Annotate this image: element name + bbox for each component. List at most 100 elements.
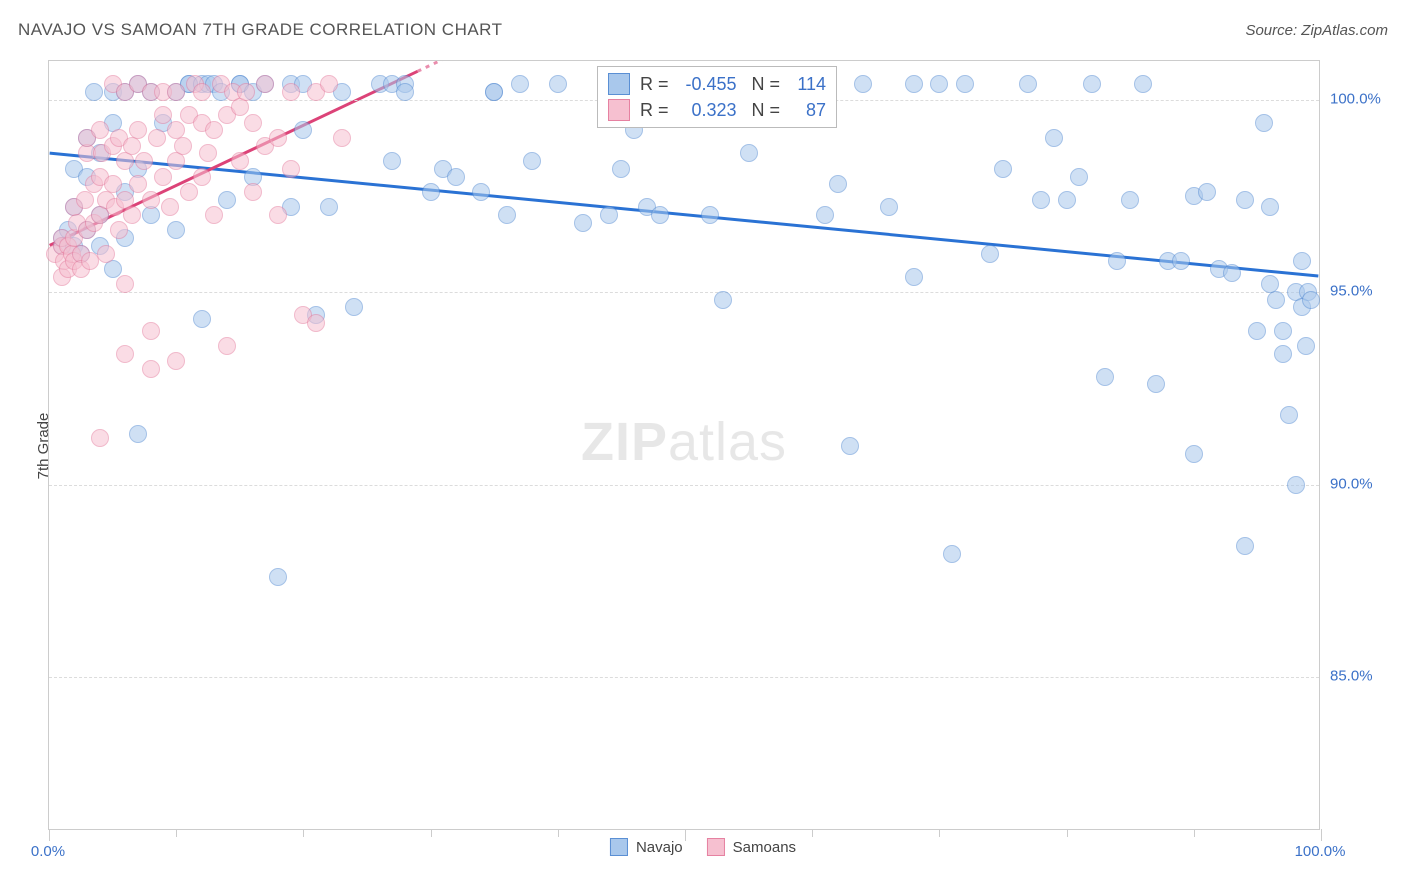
data-point bbox=[956, 75, 974, 93]
data-point bbox=[142, 191, 160, 209]
data-point bbox=[307, 314, 325, 332]
data-point bbox=[320, 198, 338, 216]
legend-item: Navajo bbox=[610, 838, 683, 856]
data-point bbox=[498, 206, 516, 224]
legend-item: Samoans bbox=[707, 838, 796, 856]
regression-lines bbox=[49, 61, 1319, 829]
data-point bbox=[1083, 75, 1101, 93]
data-point bbox=[123, 137, 141, 155]
data-point bbox=[1255, 114, 1273, 132]
data-point bbox=[154, 106, 172, 124]
stats-row: R =0.323 N =87 bbox=[608, 97, 826, 123]
data-point bbox=[854, 75, 872, 93]
n-label: N = bbox=[747, 74, 781, 95]
x-tick-label: 100.0% bbox=[1295, 843, 1346, 860]
data-point bbox=[154, 168, 172, 186]
data-point bbox=[167, 352, 185, 370]
data-point bbox=[269, 568, 287, 586]
data-point bbox=[1261, 198, 1279, 216]
x-tick bbox=[812, 829, 813, 837]
n-value: 87 bbox=[790, 100, 826, 121]
data-point bbox=[320, 75, 338, 93]
data-point bbox=[110, 221, 128, 239]
data-point bbox=[167, 83, 185, 101]
plot-area: ZIPatlas R =-0.455 N =114R =0.323 N =87 bbox=[48, 60, 1320, 830]
data-point bbox=[142, 322, 160, 340]
data-point bbox=[193, 168, 211, 186]
data-point bbox=[816, 206, 834, 224]
y-tick-label: 100.0% bbox=[1330, 90, 1381, 107]
gridline bbox=[49, 485, 1319, 486]
chart-title: NAVAJO VS SAMOAN 7TH GRADE CORRELATION C… bbox=[18, 20, 503, 40]
data-point bbox=[161, 198, 179, 216]
data-point bbox=[841, 437, 859, 455]
data-point bbox=[1134, 75, 1152, 93]
stats-box: R =-0.455 N =114R =0.323 N =87 bbox=[597, 66, 837, 128]
data-point bbox=[180, 183, 198, 201]
gridline bbox=[49, 677, 1319, 678]
data-point bbox=[1198, 183, 1216, 201]
watermark-zip: ZIP bbox=[581, 412, 668, 472]
data-point bbox=[1121, 191, 1139, 209]
data-point bbox=[1058, 191, 1076, 209]
source-label: Source: ZipAtlas.com bbox=[1245, 22, 1388, 39]
data-point bbox=[905, 75, 923, 93]
data-point bbox=[829, 175, 847, 193]
data-point bbox=[701, 206, 719, 224]
data-point bbox=[600, 206, 618, 224]
data-point bbox=[1108, 252, 1126, 270]
data-point bbox=[714, 291, 732, 309]
legend-label: Samoans bbox=[733, 839, 796, 856]
data-point bbox=[574, 214, 592, 232]
data-point bbox=[1297, 337, 1315, 355]
data-point bbox=[85, 83, 103, 101]
data-point bbox=[422, 183, 440, 201]
data-point bbox=[231, 152, 249, 170]
data-point bbox=[333, 129, 351, 147]
data-point bbox=[485, 83, 503, 101]
data-point bbox=[994, 160, 1012, 178]
data-point bbox=[1019, 75, 1037, 93]
data-point bbox=[167, 221, 185, 239]
data-point bbox=[612, 160, 630, 178]
data-point bbox=[129, 121, 147, 139]
data-point bbox=[193, 83, 211, 101]
n-value: 114 bbox=[790, 74, 826, 95]
data-point bbox=[231, 98, 249, 116]
data-point bbox=[1147, 375, 1165, 393]
data-point bbox=[97, 245, 115, 263]
data-point bbox=[1274, 322, 1292, 340]
legend: Navajo Samoans bbox=[610, 838, 796, 856]
data-point bbox=[905, 268, 923, 286]
data-point bbox=[880, 198, 898, 216]
data-point bbox=[91, 429, 109, 447]
data-point bbox=[116, 345, 134, 363]
data-point bbox=[1172, 252, 1190, 270]
x-tick bbox=[49, 829, 50, 841]
data-point bbox=[129, 175, 147, 193]
data-point bbox=[116, 152, 134, 170]
data-point bbox=[205, 121, 223, 139]
data-point bbox=[282, 83, 300, 101]
data-point bbox=[1280, 406, 1298, 424]
data-point bbox=[523, 152, 541, 170]
y-tick-label: 95.0% bbox=[1330, 283, 1373, 300]
data-point bbox=[148, 129, 166, 147]
x-tick bbox=[558, 829, 559, 837]
stats-row: R =-0.455 N =114 bbox=[608, 71, 826, 97]
y-tick-label: 85.0% bbox=[1330, 668, 1373, 685]
watermark: ZIPatlas bbox=[581, 411, 787, 473]
data-point bbox=[205, 206, 223, 224]
x-tick bbox=[1194, 829, 1195, 837]
data-point bbox=[142, 206, 160, 224]
data-point bbox=[345, 298, 363, 316]
data-point bbox=[383, 152, 401, 170]
data-point bbox=[269, 206, 287, 224]
data-point bbox=[396, 83, 414, 101]
r-value: 0.323 bbox=[679, 100, 737, 121]
data-point bbox=[1185, 445, 1203, 463]
y-tick-label: 90.0% bbox=[1330, 475, 1373, 492]
data-point bbox=[123, 206, 141, 224]
data-point bbox=[199, 144, 217, 162]
data-point bbox=[282, 160, 300, 178]
